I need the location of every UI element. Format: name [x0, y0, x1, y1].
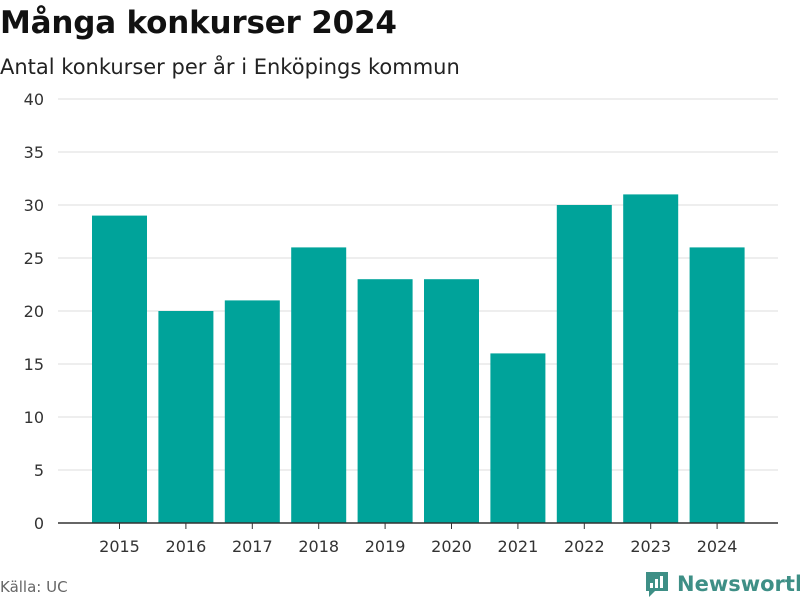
y-tick-label: 35 [24, 143, 44, 162]
x-tick-label: 2020 [431, 537, 472, 556]
brand-name: Newsworthy [677, 572, 800, 596]
x-tick-label: 2015 [99, 537, 140, 556]
y-tick-label: 30 [24, 196, 44, 215]
x-tick-label: 2023 [630, 537, 671, 556]
chart-title: Många konkurser 2024 [0, 5, 397, 41]
chart-subtitle: Antal konkurser per år i Enköpings kommu… [0, 55, 460, 79]
bar-2020[interactable] [424, 279, 479, 523]
bar-chart-logo-icon [646, 572, 668, 597]
bar-2022[interactable] [556, 205, 612, 523]
x-tick-label: 2017 [232, 537, 273, 556]
x-tick-label: 2024 [697, 537, 738, 556]
x-tick-label: 2016 [166, 537, 207, 556]
y-tick-label: 20 [24, 302, 44, 321]
y-tick-label: 40 [24, 90, 44, 109]
bar-2019[interactable] [357, 279, 413, 523]
y-tick-label: 15 [24, 355, 44, 374]
y-tick-label: 5 [34, 461, 44, 480]
x-tick-label: 2022 [564, 537, 605, 556]
bar-2017[interactable] [224, 300, 280, 523]
bar-2023[interactable] [623, 194, 679, 523]
source-note: Källa: UC [0, 578, 68, 596]
bar-2024[interactable] [689, 247, 745, 523]
y-tick-label: 0 [34, 514, 44, 533]
bar-2016[interactable] [158, 311, 214, 523]
brand-logo[interactable]: Newsworthy [644, 570, 800, 598]
y-tick-label: 25 [24, 249, 44, 268]
x-tick-label: 2021 [498, 537, 539, 556]
bar-2021[interactable] [490, 353, 546, 523]
bar-2015[interactable] [92, 215, 147, 523]
y-tick-label: 10 [24, 408, 44, 427]
x-tick-label: 2019 [365, 537, 406, 556]
x-tick-label: 2018 [298, 537, 339, 556]
bar-2018[interactable] [291, 247, 347, 523]
